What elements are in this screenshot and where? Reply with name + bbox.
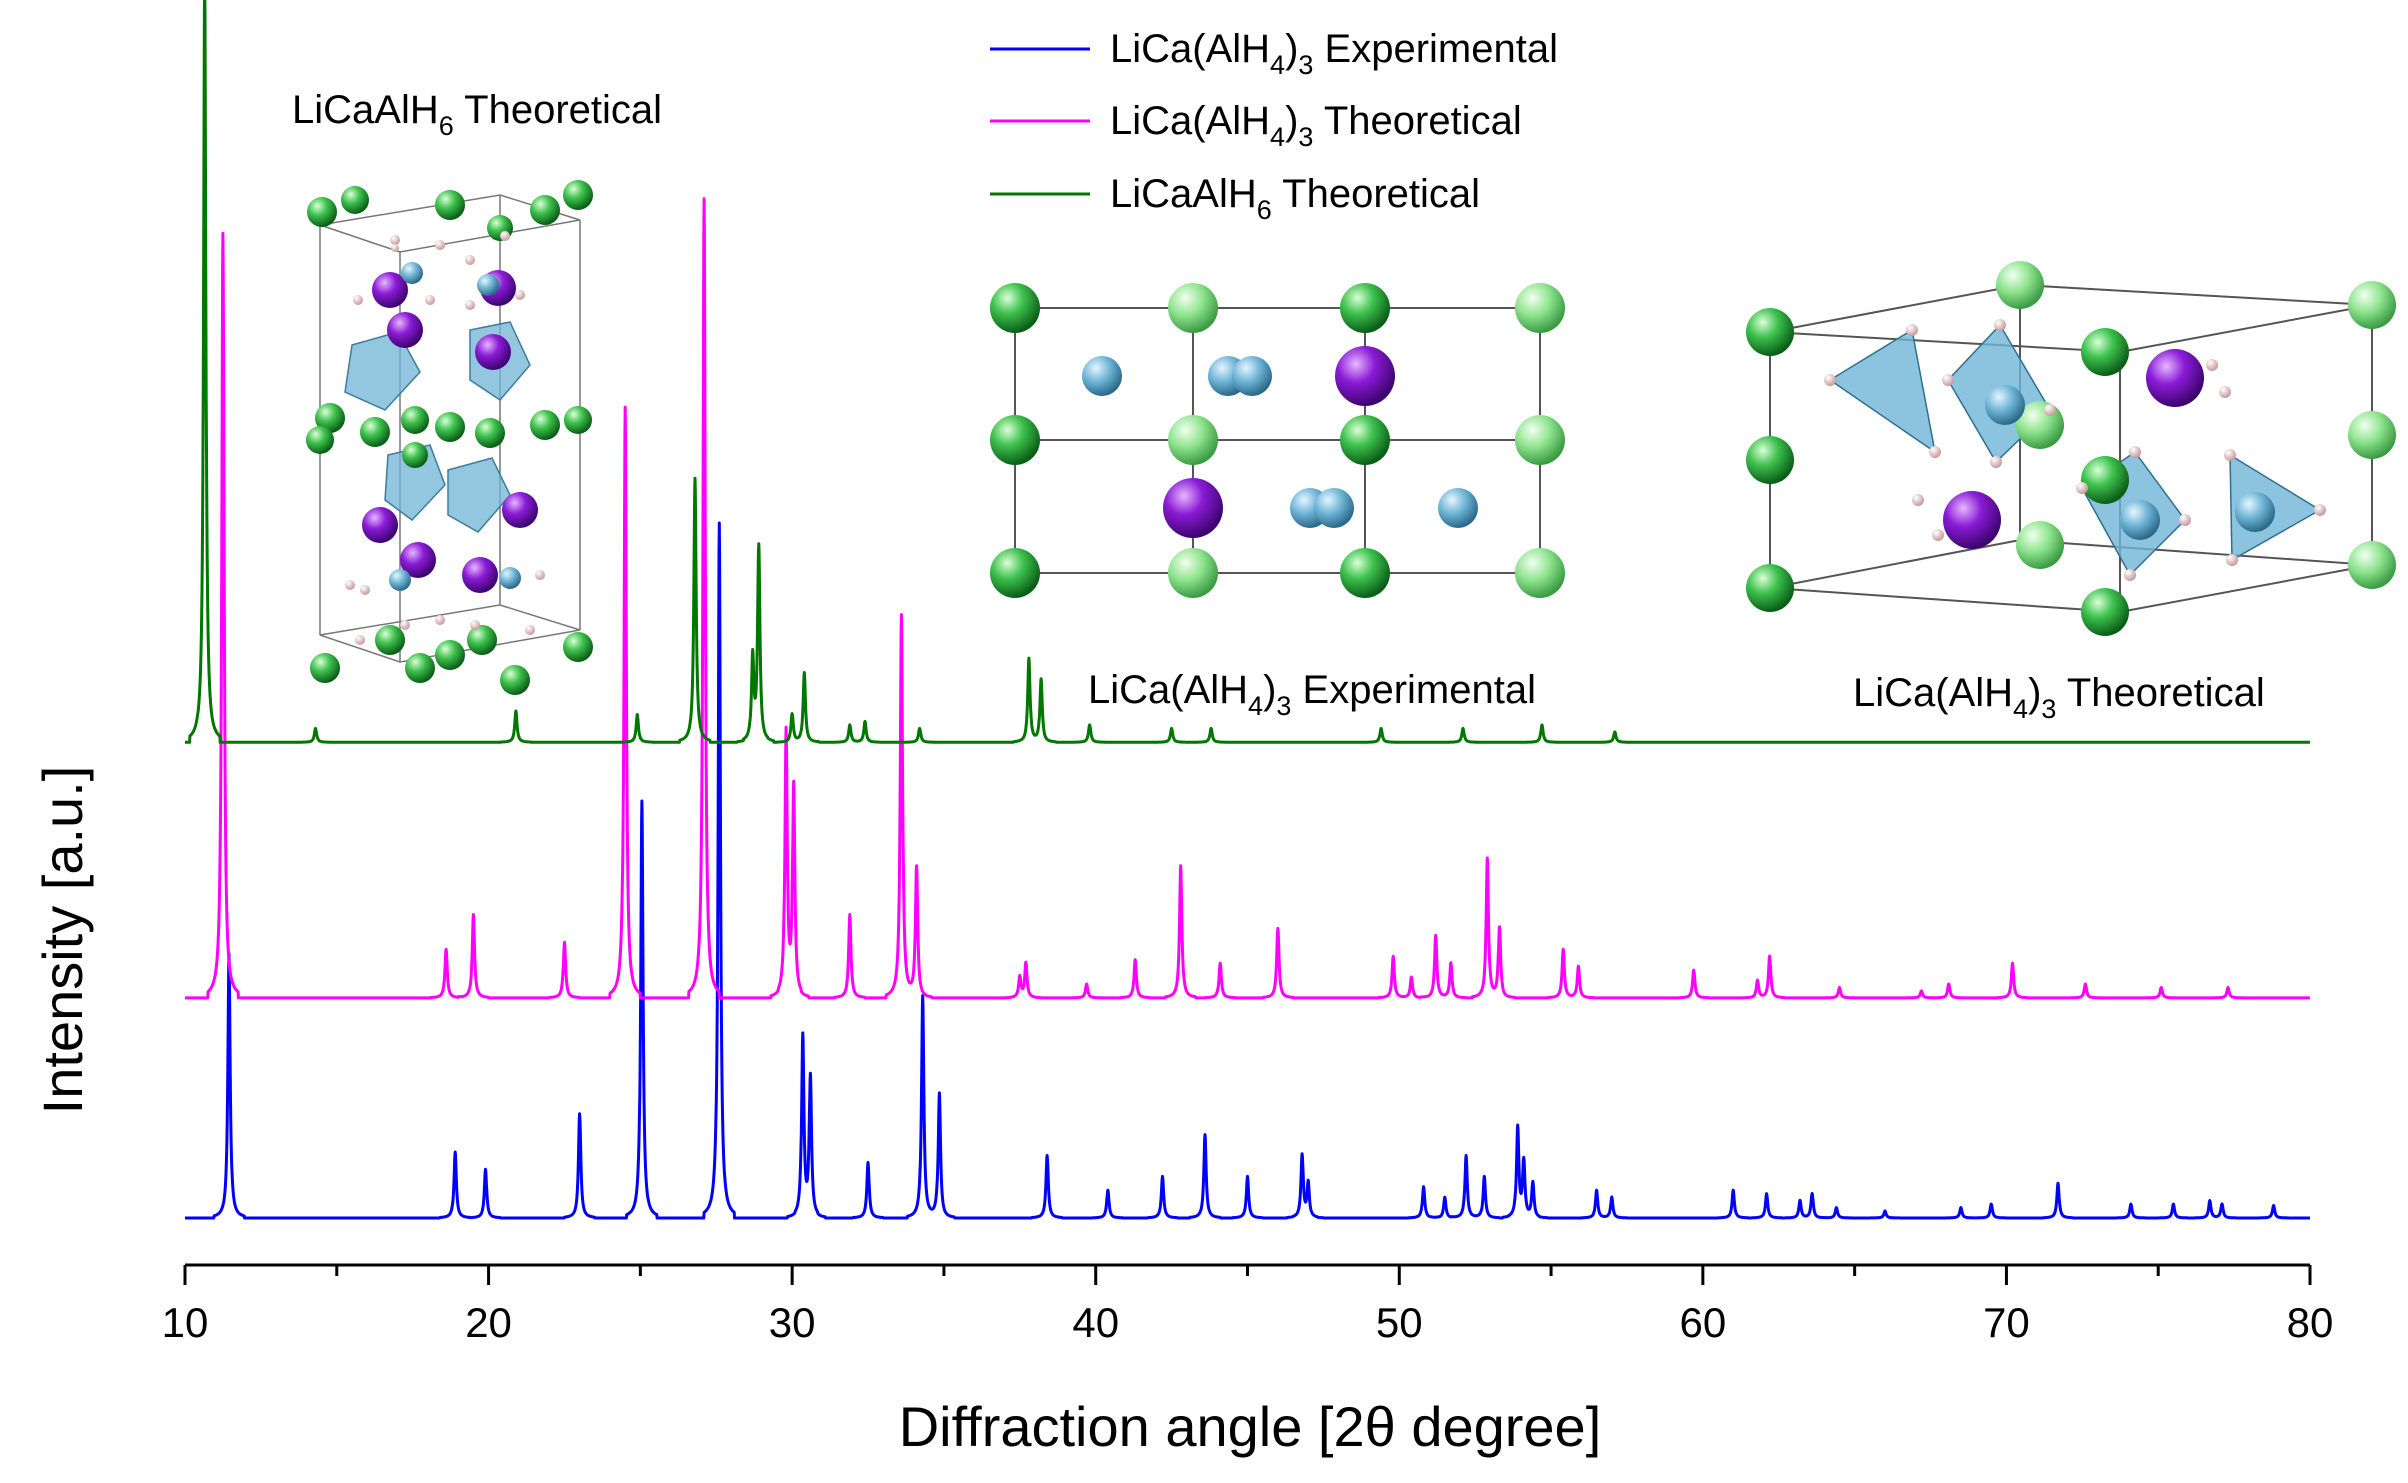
x-axis: 10 20 30 40 50 60 70 80 <box>162 1263 2334 1346</box>
series-layer <box>183 0 2312 1220</box>
annotation-theoretical: LiCa(AlH4)3 Theoretical <box>1853 671 2265 724</box>
x-tick-label: 20 <box>465 1299 512 1346</box>
inset-unit-cell-structure <box>1746 261 2396 636</box>
x-tick-label: 10 <box>162 1299 209 1346</box>
x-tick-label: 60 <box>1679 1299 1726 1346</box>
x-tick-label: 80 <box>2287 1299 2334 1346</box>
inset-licaalh6-structure <box>306 180 593 695</box>
x-tick-label: 70 <box>1983 1299 2030 1346</box>
x-axis-label: Diffraction angle [2θ degree] <box>899 1395 1602 1458</box>
series-line-2 <box>183 0 2312 744</box>
legend: LiCa(AlH4)3 Experimental LiCa(AlH4)3 The… <box>990 27 1558 225</box>
annotation-experimental: LiCa(AlH4)3 Experimental <box>1088 668 1536 721</box>
y-axis-label: Intensity [a.u.] <box>31 766 94 1115</box>
x-tick-label: 50 <box>1376 1299 1423 1346</box>
x-tick-label: 40 <box>1072 1299 1119 1346</box>
legend-label-licaalh6: LiCaAlH6 Theoretical <box>1110 172 1480 225</box>
legend-label-theoretical: LiCa(AlH4)3 Theoretical <box>1110 99 1522 152</box>
series-line-1 <box>183 197 2312 1000</box>
x-tick-label: 30 <box>769 1299 816 1346</box>
series-line-0 <box>183 521 2312 1220</box>
inset-projection-structure <box>990 283 1565 598</box>
annotation-licaalh6: LiCaAlH6 Theoretical <box>292 88 662 141</box>
legend-label-experimental: LiCa(AlH4)3 Experimental <box>1110 27 1558 80</box>
